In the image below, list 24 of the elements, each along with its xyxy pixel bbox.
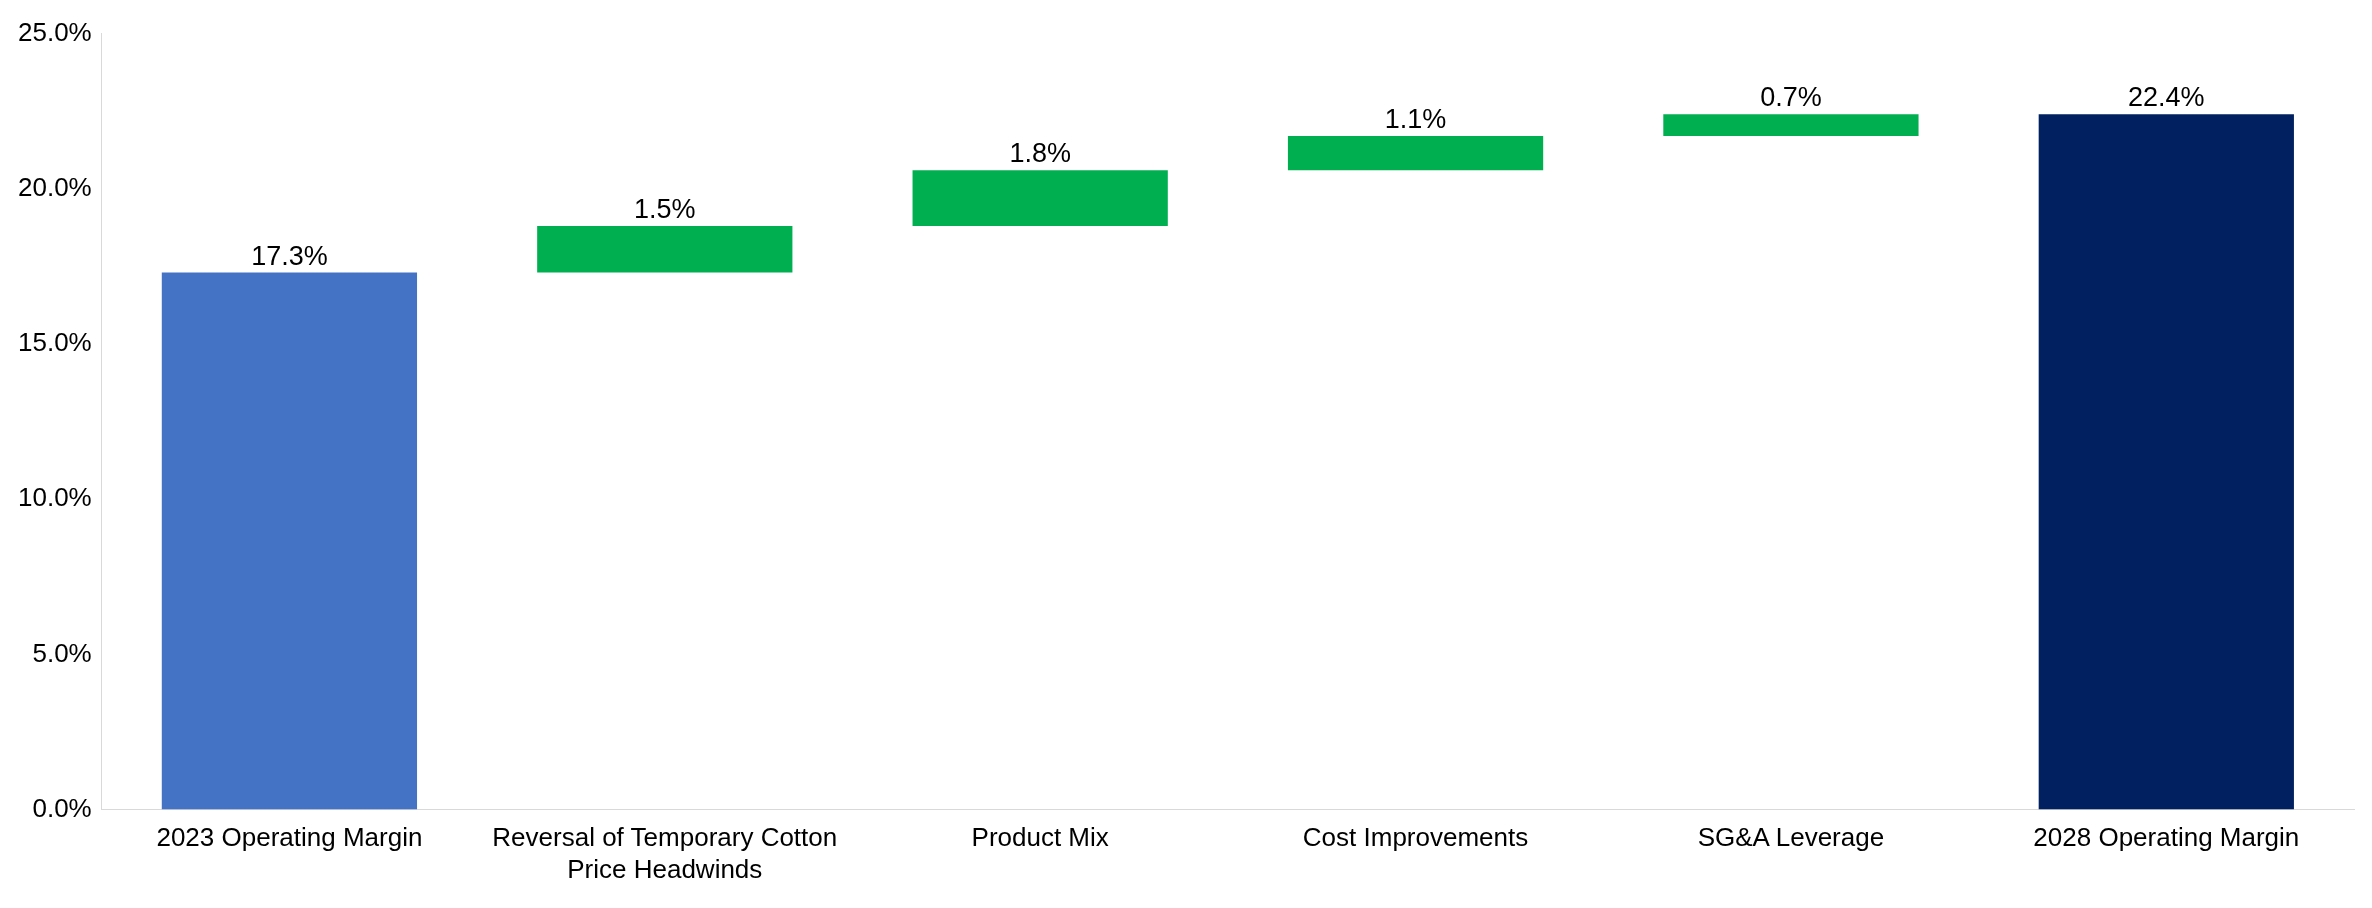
x-tick-label: 2028 Operating Margin (2033, 822, 2300, 853)
data-label: 17.3% (251, 240, 328, 271)
x-tick-label: SG&A Leverage (1697, 822, 1885, 853)
bar (2038, 114, 2294, 810)
bar (1287, 136, 1544, 171)
x-tick-label: Reversal of Temporary Cotton Price Headwinds (492, 822, 838, 884)
bar (537, 226, 793, 273)
data-label: 1.5% (634, 194, 696, 224)
x-tick-label: 2023 Operating Margin (156, 822, 423, 853)
bar (912, 170, 1168, 227)
data-label: 22.4% (2128, 82, 2205, 113)
y-tick-label: 15.0% (17, 327, 92, 358)
bar (1663, 114, 1919, 137)
x-tick-label: Product Mix (971, 822, 1109, 853)
y-tick-label: 20.0% (17, 171, 92, 202)
y-tick-label: 5.0% (32, 637, 92, 668)
y-tick-label: 10.0% (17, 482, 92, 513)
data-label: 1.1% (1384, 103, 1447, 134)
bar (161, 272, 418, 810)
data-label: 1.8% (1009, 138, 1071, 169)
y-tick-label: 25.0% (17, 16, 92, 47)
data-label: 0.7% (1760, 82, 1822, 113)
x-tick-label: Cost Improvements (1302, 822, 1529, 853)
y-tick-label: 0.0% (32, 792, 92, 823)
